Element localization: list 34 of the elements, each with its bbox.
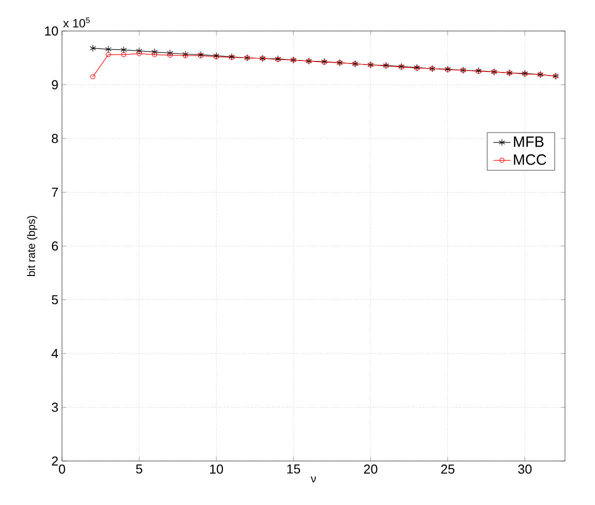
y-tick-label: 8 [52,134,58,144]
text: x 10$^{5}$ [63,18,90,28]
x-tick-label: 10 [210,464,223,474]
y-tick-label: 7 [52,188,58,197]
point [152,52,158,58]
point [90,44,96,52]
point [151,48,158,56]
legend-label: MFB [514,136,544,147]
point [182,53,188,58]
point [166,49,174,57]
y-tick-label: 5 [52,295,58,304]
point [105,46,112,53]
x-tick-label: 15 [287,464,300,474]
x-tick-label: 30 [518,464,532,474]
x-tick-label: 20 [364,464,378,474]
y-tick-label: 2 [52,456,58,466]
y-tick-label: 3 [52,402,58,412]
y-axis-title: bit rate (bps) [27,216,38,276]
point [168,52,172,58]
point [136,51,142,56]
y-tick-label: 4 [52,349,58,358]
x-tick-label: 5 [136,464,142,474]
legend-label: MCC [514,154,546,165]
x-tick-label: 0 [58,464,66,474]
x-axis-title: ν [310,476,316,482]
y-tick-label: 10 [45,26,58,36]
point [120,46,127,54]
point [136,47,142,54]
y-tick-label: 6 [52,241,58,251]
x-tick-label: 25 [441,464,454,474]
point [182,50,189,58]
y-tick-label: 9 [52,80,58,90]
point [121,52,126,58]
point [106,52,111,58]
